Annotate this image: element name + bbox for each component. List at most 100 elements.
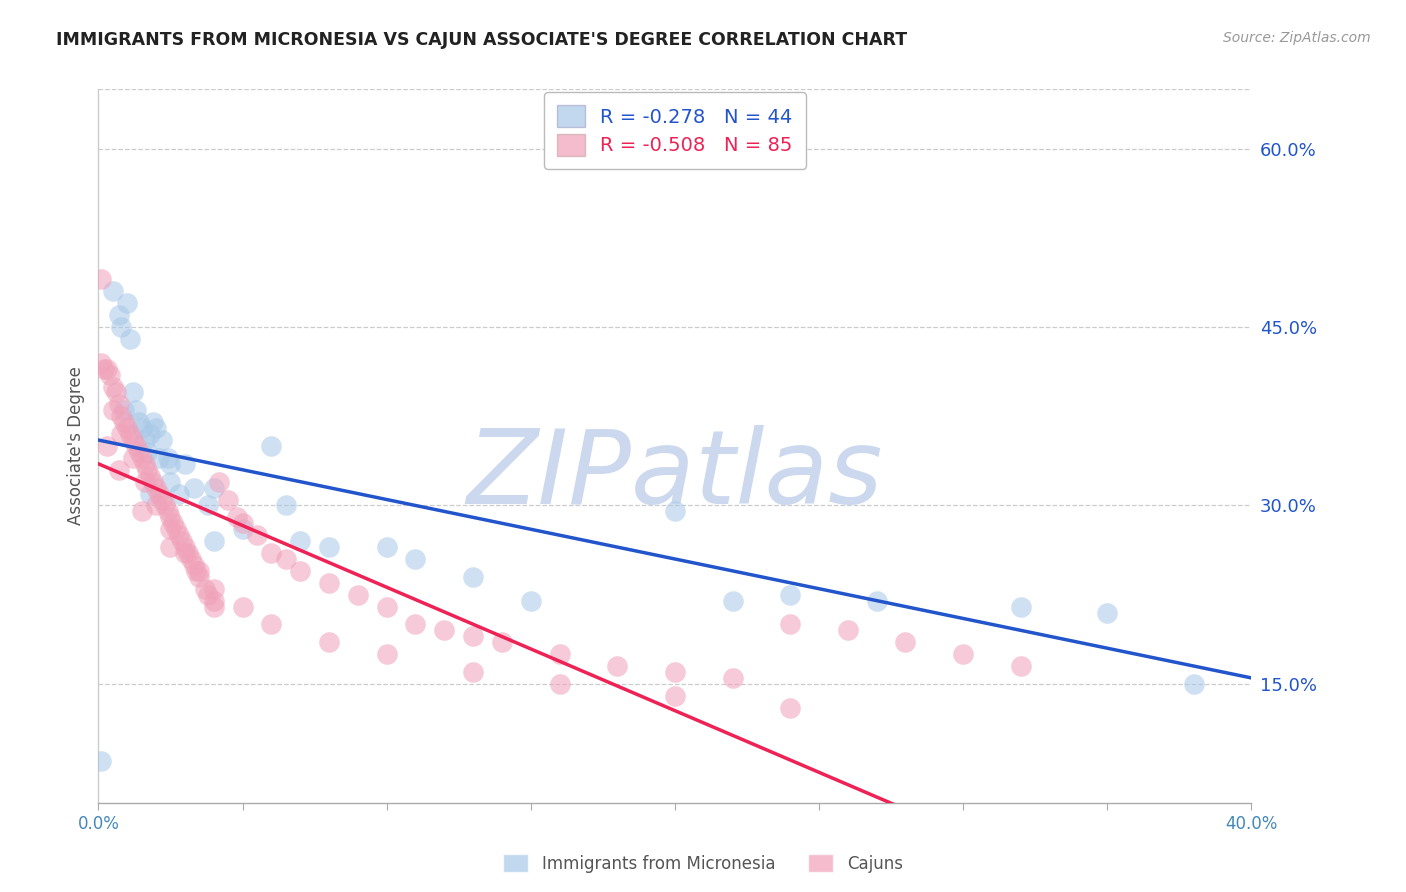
- Point: [110, 320, 132, 334]
- Point: [120, 332, 142, 346]
- Point: [1010, 659, 1032, 673]
- Point: [90, 356, 112, 370]
- Point: [721, 671, 744, 685]
- Point: [156, 504, 179, 518]
- Point: [142, 475, 165, 489]
- Point: [202, 593, 225, 607]
- Point: [162, 516, 184, 531]
- Point: [461, 629, 484, 643]
- Point: [148, 450, 170, 465]
- Point: [98, 368, 121, 382]
- Point: [894, 635, 917, 649]
- Point: [145, 421, 167, 435]
- Point: [721, 593, 744, 607]
- Text: IMMIGRANTS FROM MICRONESIA VS CAJUN ASSOCIATE'S DEGREE CORRELATION CHART: IMMIGRANTS FROM MICRONESIA VS CAJUN ASSO…: [56, 31, 907, 49]
- Point: [125, 403, 148, 417]
- Point: [134, 433, 156, 447]
- Point: [150, 433, 173, 447]
- Point: [186, 564, 208, 578]
- Point: [197, 499, 219, 513]
- Point: [290, 534, 312, 549]
- Point: [664, 689, 686, 703]
- Point: [96, 439, 118, 453]
- Point: [139, 486, 162, 500]
- Legend: R = -0.278   N = 44, R = -0.508   N = 85: R = -0.278 N = 44, R = -0.508 N = 85: [544, 92, 806, 169]
- Point: [131, 504, 153, 518]
- Point: [93, 361, 115, 376]
- Point: [183, 481, 205, 495]
- Point: [779, 588, 801, 602]
- Point: [122, 385, 145, 400]
- Point: [101, 403, 124, 417]
- Point: [664, 665, 686, 679]
- Point: [142, 415, 165, 429]
- Point: [461, 570, 484, 584]
- Point: [136, 463, 159, 477]
- Point: [197, 588, 219, 602]
- Point: [208, 475, 231, 489]
- Legend: Immigrants from Micronesia, Cajuns: Immigrants from Micronesia, Cajuns: [496, 847, 910, 880]
- Point: [433, 624, 456, 638]
- Point: [461, 665, 484, 679]
- Point: [188, 570, 211, 584]
- Point: [318, 635, 340, 649]
- Point: [134, 457, 156, 471]
- Point: [290, 564, 312, 578]
- Point: [188, 564, 211, 578]
- Point: [260, 617, 283, 632]
- Point: [159, 475, 181, 489]
- Point: [606, 659, 628, 673]
- Point: [174, 540, 197, 554]
- Point: [779, 617, 801, 632]
- Point: [202, 481, 225, 495]
- Point: [117, 296, 139, 310]
- Point: [159, 540, 181, 554]
- Point: [1010, 599, 1032, 614]
- Point: [131, 450, 153, 465]
- Point: [90, 754, 112, 768]
- Point: [180, 552, 202, 566]
- Point: [520, 593, 543, 607]
- Point: [159, 522, 181, 536]
- Point: [274, 552, 297, 566]
- Point: [664, 504, 686, 518]
- Point: [170, 534, 193, 549]
- Point: [346, 588, 368, 602]
- Point: [491, 635, 513, 649]
- Point: [375, 647, 398, 661]
- Point: [90, 272, 112, 286]
- Point: [165, 522, 187, 536]
- Point: [112, 415, 135, 429]
- Point: [174, 546, 197, 560]
- Point: [148, 486, 170, 500]
- Point: [548, 677, 571, 691]
- Point: [128, 445, 150, 459]
- Point: [318, 540, 340, 554]
- Point: [202, 582, 225, 596]
- Point: [375, 540, 398, 554]
- Point: [260, 546, 283, 560]
- Point: [183, 558, 205, 572]
- Point: [167, 486, 190, 500]
- Point: [837, 624, 859, 638]
- Point: [131, 421, 153, 435]
- Point: [107, 463, 129, 477]
- Point: [104, 385, 127, 400]
- Point: [318, 575, 340, 590]
- Point: [174, 457, 197, 471]
- Point: [274, 499, 297, 513]
- Point: [225, 510, 247, 524]
- Point: [110, 427, 132, 442]
- Point: [139, 468, 162, 483]
- Point: [150, 492, 173, 507]
- Point: [110, 409, 132, 424]
- Point: [194, 582, 217, 596]
- Point: [122, 450, 145, 465]
- Point: [159, 510, 181, 524]
- Text: Source: ZipAtlas.com: Source: ZipAtlas.com: [1223, 31, 1371, 45]
- Point: [153, 499, 176, 513]
- Point: [125, 439, 148, 453]
- Point: [128, 415, 150, 429]
- Point: [107, 397, 129, 411]
- Point: [405, 617, 427, 632]
